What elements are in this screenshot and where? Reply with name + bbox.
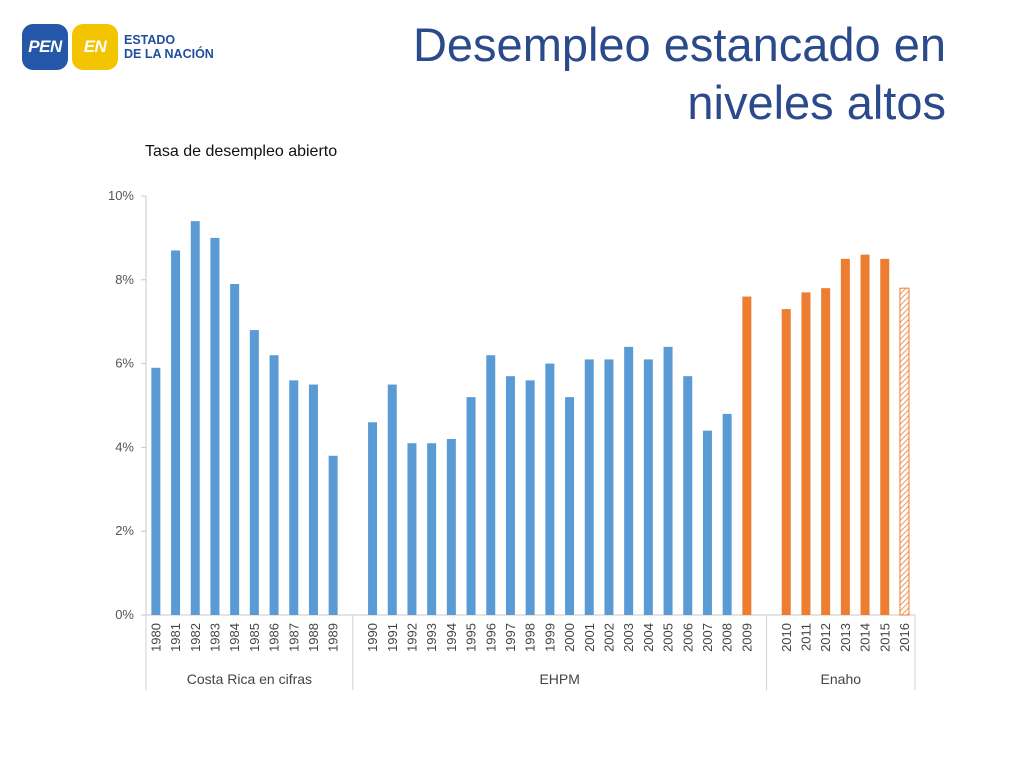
bar-1984 [230, 283, 240, 615]
x-tick-label: 1985 [247, 623, 262, 652]
x-tick-label: 2013 [838, 623, 853, 652]
y-tick-label: 0% [115, 607, 134, 622]
x-tick-label: 2001 [582, 623, 597, 652]
bar-2004 [643, 359, 653, 615]
x-tick-label: 2016 [897, 623, 912, 652]
bar-2007 [702, 430, 712, 615]
x-tick-label: 2004 [641, 623, 656, 652]
y-tick-label: 8% [115, 272, 134, 287]
y-tick-label: 2% [115, 523, 134, 538]
bar-1980 [151, 367, 161, 615]
bar-1997 [505, 376, 515, 615]
bar-1996 [486, 355, 496, 615]
x-tick-label: 1993 [424, 623, 439, 652]
bar-1985 [249, 330, 259, 615]
bar-2015 [880, 258, 890, 615]
y-tick-label: 6% [115, 356, 134, 371]
x-tick-label: 1981 [168, 623, 183, 652]
x-tick-label: 1996 [483, 623, 498, 652]
page-title: Desempleo estancado en niveles altos [413, 16, 946, 132]
bar-1999 [545, 363, 555, 615]
estado-nacion-logo: PEN EN ESTADO DE LA NACIÓN [22, 24, 214, 70]
bar-1998 [525, 380, 535, 615]
x-tick-label: 1997 [503, 623, 518, 652]
x-tick-label: 1980 [148, 623, 163, 652]
y-tick-label: 10% [108, 188, 134, 203]
group-label: Costa Rica en cifras [187, 671, 312, 687]
title-line1: Desempleo estancado en [412, 18, 946, 71]
bar-2000 [565, 397, 575, 615]
bar-1987 [289, 380, 299, 615]
pen-logo-badge: PEN [22, 24, 68, 70]
bar-2003 [624, 346, 634, 615]
bar-2006 [683, 376, 693, 615]
logo-line2: DE LA NACIÓN [124, 47, 214, 61]
x-tick-label: 2003 [621, 623, 636, 652]
x-tick-label: 2002 [601, 623, 616, 652]
chart-title: Tasa de desempleo abierto [145, 143, 338, 160]
bar-1994 [446, 439, 456, 615]
title-line2: niveles altos [687, 76, 946, 129]
bar-2009 [742, 296, 752, 615]
x-tick-label: 2012 [818, 623, 833, 652]
x-tick-label: 1987 [286, 623, 301, 652]
x-tick-label: 2009 [739, 623, 754, 652]
bar-1990 [368, 422, 378, 615]
bar-2014 [860, 254, 870, 615]
logo-line1: ESTADO [124, 33, 176, 47]
x-tick-label: 1983 [207, 623, 222, 652]
x-tick-label: 2015 [877, 623, 892, 652]
bar-2002 [604, 359, 614, 615]
bar-2013 [840, 258, 850, 615]
bar-1988 [308, 384, 318, 615]
bar-1995 [466, 397, 476, 615]
bar-1981 [171, 250, 181, 615]
bar-2012 [821, 288, 831, 615]
x-tick-label: 2006 [680, 623, 695, 652]
x-tick-label: 2000 [562, 623, 577, 652]
bar-2010 [781, 309, 791, 615]
bar-1982 [190, 221, 200, 615]
group-label: EHPM [539, 671, 579, 687]
x-tick-label: 2014 [858, 623, 873, 652]
x-tick-label: 2008 [720, 623, 735, 652]
x-tick-label: 1991 [385, 623, 400, 652]
x-tick-label: 1992 [404, 623, 419, 652]
bar-1986 [269, 355, 279, 615]
x-tick-label: 1982 [188, 623, 203, 652]
bar-1993 [427, 443, 437, 615]
x-tick-label: 1998 [523, 623, 538, 652]
bar-1992 [407, 443, 417, 615]
bar-2008 [722, 413, 732, 615]
en-logo-badge: EN [72, 24, 118, 70]
x-tick-label: 2010 [779, 623, 794, 652]
x-tick-label: 1984 [227, 623, 242, 652]
bar-2011 [801, 292, 811, 615]
group-label: Enaho [821, 671, 862, 687]
x-tick-label: 2007 [700, 623, 715, 652]
bar-1991 [387, 384, 397, 615]
x-tick-label: 1988 [306, 623, 321, 652]
x-tick-label: 1989 [326, 623, 341, 652]
x-tick-label: 1999 [542, 623, 557, 652]
x-tick-label: 2005 [661, 623, 676, 652]
bar-2001 [584, 359, 594, 615]
x-tick-label: 1990 [365, 623, 380, 652]
bar-1983 [210, 237, 220, 615]
bar-1989 [328, 455, 338, 615]
y-tick-label: 4% [115, 439, 134, 454]
bar-2016 [899, 287, 910, 616]
x-tick-label: 2011 [798, 623, 813, 651]
bar-2005 [663, 346, 673, 615]
x-tick-label: 1986 [267, 623, 282, 652]
x-tick-label: 1994 [444, 623, 459, 652]
logo-text: ESTADO DE LA NACIÓN [124, 33, 214, 61]
x-tick-label: 1995 [464, 623, 479, 652]
